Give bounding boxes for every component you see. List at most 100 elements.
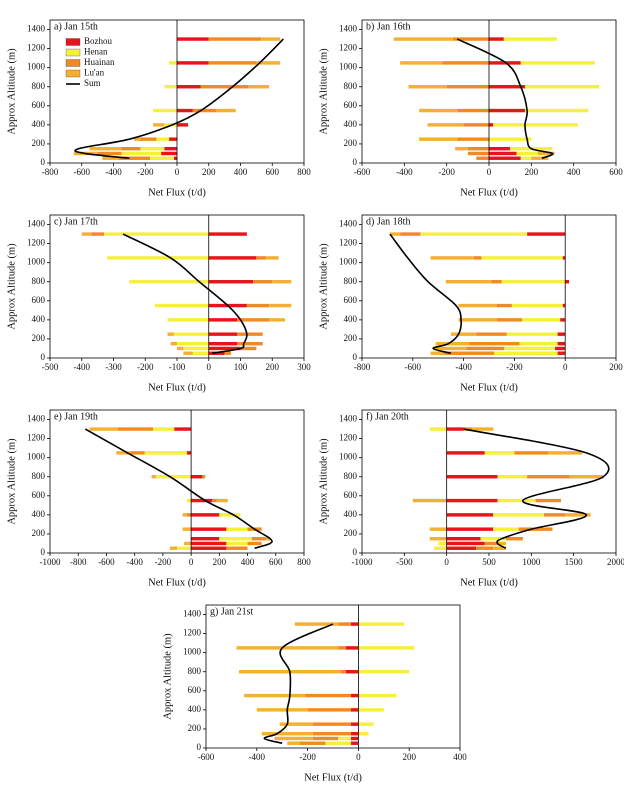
x-tick-label: 800	[297, 557, 311, 567]
x-tick-label: 0	[189, 557, 194, 567]
bar-segment	[186, 451, 192, 455]
bar-segment	[358, 693, 397, 698]
y-tick-label: 1200	[27, 433, 46, 443]
bar-segment	[466, 346, 505, 351]
x-tick-label: 200	[213, 557, 227, 567]
y-tick-label: 1000	[339, 452, 358, 462]
bar-segment	[191, 536, 220, 541]
bar-segment	[153, 108, 177, 113]
x-axis-label: Net Flux (t/d)	[460, 187, 518, 198]
y-tick-label: 600	[344, 490, 358, 500]
x-axis-label: Net Flux (t/d)	[148, 577, 206, 588]
x-tick-label: -400	[455, 362, 472, 372]
bar-segment	[520, 61, 595, 65]
bar-segment	[467, 151, 489, 156]
bar-segment	[177, 108, 193, 113]
bar-segment	[443, 351, 495, 355]
y-tick-label: 400	[32, 314, 46, 324]
bar-segment	[503, 37, 557, 41]
bar-segment	[453, 37, 489, 41]
x-tick-label: 600	[269, 557, 283, 567]
bar-segment	[183, 351, 193, 355]
bar-segment	[240, 346, 257, 351]
y-tick-label: 200	[344, 138, 358, 148]
bar-segment	[467, 146, 489, 151]
bar-segment	[129, 280, 209, 284]
y-tick-label: 800	[32, 81, 46, 91]
bar-segment	[358, 722, 374, 726]
x-tick-label: -400	[74, 362, 91, 372]
bar-segment	[497, 541, 506, 546]
legend-label: Sum	[84, 78, 101, 88]
bar-segment	[446, 498, 498, 503]
bar-segment	[89, 146, 122, 151]
bar-segment	[269, 303, 292, 308]
bar-segment	[435, 341, 469, 346]
bar-segment	[212, 498, 217, 503]
x-tick-label: -800	[42, 167, 59, 177]
y-tick-label: 0	[353, 157, 358, 167]
bar-segment	[186, 498, 192, 503]
bar-segment	[261, 731, 313, 736]
legend-label: Lu'an	[84, 68, 105, 78]
bar-segment	[150, 156, 174, 160]
bar-segment	[446, 513, 494, 517]
y-tick-label: 800	[32, 276, 46, 286]
bar-segment	[489, 151, 517, 156]
bar-segment	[400, 232, 421, 236]
y-tick-label: 0	[353, 547, 358, 557]
bar-segment	[177, 85, 201, 89]
x-tick-label: 0	[444, 557, 449, 567]
y-tick-label: 1400	[339, 24, 358, 34]
bar-segment	[269, 318, 285, 322]
x-tick-label: 600	[609, 167, 623, 177]
bar-segment	[458, 303, 497, 308]
bar-segment	[472, 427, 494, 431]
bar-segment	[446, 536, 481, 541]
y-tick-label: 1200	[27, 238, 46, 248]
bar-segment	[565, 280, 570, 284]
plot-frame	[361, 409, 617, 554]
bar-segment	[345, 646, 359, 650]
bar-segment	[265, 256, 279, 260]
bar-segment	[489, 146, 511, 151]
bar-segment	[350, 622, 359, 626]
panel: 0 200 400 600 800 1000 1200 1400 -600 -400 -200 0 20…	[318, 19, 623, 198]
bar-segment	[484, 541, 498, 546]
x-tick-label: 1000	[522, 557, 541, 567]
bar-segment	[446, 451, 485, 455]
bar-segment	[506, 332, 558, 336]
y-axis-label: Approx Altitude (m)	[318, 243, 329, 330]
bar-segment	[338, 622, 351, 626]
x-tick-label: -800	[354, 362, 371, 372]
bar-segment	[153, 123, 165, 127]
bar-segment	[121, 146, 141, 151]
y-tick-label: 1400	[27, 219, 46, 229]
bar-segment	[446, 541, 485, 546]
bar-segment	[107, 256, 209, 260]
bar-segment	[557, 332, 566, 336]
sum-line	[456, 38, 554, 159]
bar-segment	[144, 451, 187, 455]
bar-segment	[463, 123, 489, 127]
bar-segment	[358, 731, 369, 736]
legend-label: Huainan	[84, 57, 115, 67]
bar-segment	[226, 541, 248, 546]
y-tick-label: 1200	[339, 238, 358, 248]
bar-segment	[117, 427, 154, 431]
bar-segment	[177, 341, 209, 346]
bar-segment	[299, 741, 326, 745]
bar-segment	[177, 61, 209, 65]
bar-segment	[216, 498, 228, 503]
x-tick-label: 200	[525, 167, 539, 177]
y-tick-label: 400	[344, 119, 358, 129]
bar-segment	[244, 693, 306, 698]
bar-segment	[237, 341, 263, 346]
bar-segment	[516, 151, 538, 156]
bar-segment	[256, 61, 281, 65]
y-tick-label: 1000	[183, 647, 202, 657]
bar-segment	[174, 427, 192, 431]
bar-segment	[169, 137, 177, 141]
bar-segment	[484, 451, 515, 455]
